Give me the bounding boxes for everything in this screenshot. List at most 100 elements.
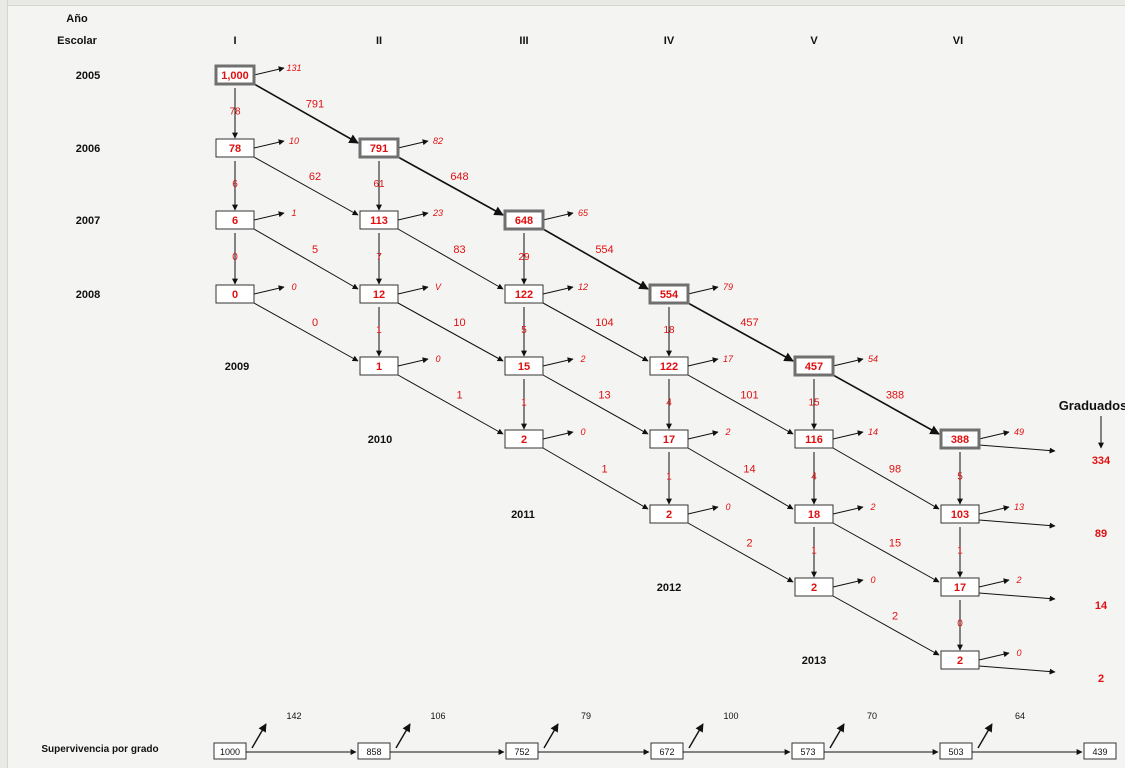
survival-loss-value: 106	[430, 711, 445, 721]
dropout-arrow	[253, 285, 285, 295]
promote-arrow	[253, 83, 359, 144]
promote-value: 457	[740, 317, 758, 329]
dropout-arrow	[253, 139, 285, 149]
promote-arrow	[542, 302, 649, 362]
grade-header-VI: VI	[953, 35, 963, 47]
survival-row: 1000 142 858 106 752 79 672 100 573 70 503 64 439	[213, 711, 1117, 760]
year-label-2008: 2008	[76, 289, 100, 301]
dropout-arrow	[687, 505, 719, 515]
dropout-arrow	[397, 357, 429, 367]
graduados-value: 334	[1092, 455, 1111, 467]
promote-value: 648	[450, 171, 468, 183]
survival-value: 439	[1092, 747, 1107, 757]
dropout-value: 2	[579, 354, 585, 364]
survival-value: 573	[800, 747, 815, 757]
year-label-2013: 2013	[802, 655, 826, 667]
window-top-edge	[0, 0, 1125, 6]
year-label-2012: 2012	[657, 582, 681, 594]
promote-value: 1	[601, 464, 607, 476]
repeat-value: 5	[957, 472, 963, 483]
cohort-box-value: 78	[229, 143, 241, 155]
cohort-box-value: 0	[232, 289, 238, 301]
promote-arrow	[542, 447, 649, 510]
cohort-box-value: 457	[805, 361, 823, 373]
survival-box	[791, 742, 825, 760]
graduation-arrow	[978, 444, 1056, 454]
graduados-label: Graduados	[1059, 398, 1125, 413]
dropout-value: 54	[868, 354, 878, 364]
promote-value: 14	[743, 464, 755, 476]
promote-value: 83	[453, 244, 465, 256]
promote-arrow	[397, 374, 504, 435]
dropout-arrow	[253, 66, 285, 76]
cohort-box	[215, 284, 255, 304]
survival-box	[939, 742, 973, 760]
dropout-value: 0	[435, 354, 440, 364]
dropout-arrow	[542, 357, 574, 367]
promote-arrow	[542, 228, 649, 290]
repeat-value: 7	[376, 252, 382, 263]
repeat-value: 1	[376, 325, 382, 336]
dropout-value: 2	[724, 427, 730, 437]
repeat-value: 1	[957, 546, 963, 557]
promote-arrow	[832, 447, 940, 510]
promote-value: 5	[312, 244, 318, 256]
survival-value: 1000	[220, 747, 240, 757]
cohort-box-value: 12	[373, 289, 385, 301]
repeat-value: 0	[232, 252, 238, 263]
cohort-box	[359, 356, 399, 376]
dropout-arrow	[687, 285, 719, 295]
survival-loss-value: 70	[867, 711, 877, 721]
dropout-arrow	[687, 357, 719, 367]
dropout-value: 12	[578, 282, 588, 292]
year-label-2005: 2005	[76, 70, 100, 82]
survival-box	[357, 742, 391, 760]
repeat-value: 1	[666, 472, 672, 483]
promote-value: 15	[889, 538, 901, 550]
cohort-box	[358, 137, 400, 159]
cohort-box	[794, 577, 834, 597]
cohort-box	[940, 650, 980, 670]
repeat-value: 15	[808, 398, 820, 409]
cohort-box	[215, 210, 255, 230]
promote-value: 2	[746, 538, 752, 550]
repeat-value: 1	[811, 546, 817, 557]
promote-arrow	[687, 302, 794, 362]
promote-value: 0	[312, 317, 318, 329]
header-escolar-label: Escolar	[57, 35, 97, 47]
promote-arrow	[832, 522, 940, 583]
cohort-box-value: 2	[811, 582, 817, 594]
cohort-box-value: 15	[518, 361, 530, 373]
dropout-arrow	[978, 505, 1010, 515]
dropout-value: 2	[1015, 575, 1021, 585]
dropout-arrow	[832, 430, 864, 440]
promote-arrow	[253, 228, 359, 290]
dropout-arrow	[832, 578, 864, 588]
cohort-box-value: 113	[370, 215, 388, 227]
promote-value: 13	[598, 390, 610, 402]
window-left-edge	[0, 0, 8, 768]
dropout-value: 0	[870, 575, 875, 585]
cohort-box	[504, 284, 544, 304]
dropout-value: 13	[1014, 502, 1024, 512]
cohort-box	[648, 283, 690, 305]
promote-arrow	[687, 447, 794, 510]
cohort-box-value: 1	[376, 361, 382, 373]
cohort-box	[649, 504, 689, 524]
repeat-value: 4	[811, 472, 817, 483]
dropout-arrow	[978, 578, 1010, 588]
survival-loss-value: 100	[723, 711, 738, 721]
graduation-arrow	[978, 665, 1056, 675]
repeat-value: 29	[518, 252, 530, 263]
promote-arrow	[253, 302, 359, 362]
promote-arrow	[832, 374, 940, 435]
cohort-box-value: 18	[808, 509, 820, 521]
survival-value: 672	[659, 747, 674, 757]
cohort-box-value: 388	[951, 434, 969, 446]
promote-value: 791	[306, 99, 324, 111]
dropout-value: 131	[286, 63, 301, 73]
survival-loss-arrow	[251, 723, 267, 749]
cohort-box	[215, 138, 255, 158]
dropout-arrow	[253, 211, 285, 221]
